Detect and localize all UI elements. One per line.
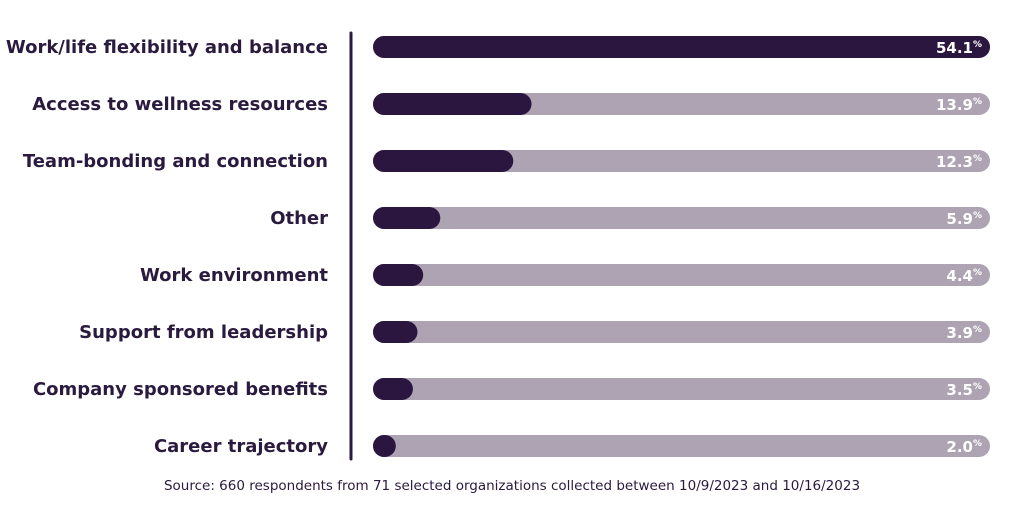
value-number: 13.9 bbox=[936, 96, 973, 114]
category-label: Other bbox=[270, 208, 328, 229]
value-label: 4.4% bbox=[946, 267, 982, 285]
category-label: Access to wellness resources bbox=[32, 94, 328, 115]
value-label: 13.9% bbox=[936, 96, 982, 114]
value-unit: % bbox=[973, 154, 982, 164]
value-label: 5.9% bbox=[946, 210, 982, 228]
value-number: 54.1 bbox=[936, 39, 973, 57]
value-unit: % bbox=[973, 268, 982, 278]
value-label: 3.9% bbox=[946, 324, 982, 342]
category-label: Company sponsored benefits bbox=[33, 379, 328, 400]
value-label: 12.3% bbox=[936, 153, 982, 171]
category-label: Team-bonding and connection bbox=[23, 151, 328, 172]
bar-track bbox=[373, 150, 990, 172]
bar bbox=[373, 93, 532, 115]
value-number: 3.9 bbox=[946, 324, 973, 342]
category-label: Work/life flexibility and balance bbox=[6, 37, 328, 58]
value-unit: % bbox=[973, 211, 982, 221]
bar-row: Support from leadership 3.9% bbox=[79, 321, 990, 343]
value-number: 5.9 bbox=[946, 210, 973, 228]
bar bbox=[373, 150, 514, 172]
bar-track bbox=[373, 207, 990, 229]
bar-row: Other 5.9% bbox=[270, 207, 990, 229]
bar bbox=[373, 207, 441, 229]
category-label: Support from leadership bbox=[79, 322, 328, 343]
value-label: 3.5% bbox=[946, 381, 982, 399]
value-label: 2.0% bbox=[946, 438, 982, 456]
bar bbox=[373, 378, 413, 400]
bar bbox=[373, 36, 990, 58]
bar-track bbox=[373, 264, 990, 286]
value-unit: % bbox=[973, 97, 982, 107]
bar-row: Work environment 4.4% bbox=[140, 264, 990, 286]
value-unit: % bbox=[973, 382, 982, 392]
bar bbox=[373, 321, 418, 343]
bar-row: Team-bonding and connection 12.3% bbox=[23, 150, 990, 172]
bar-row: Access to wellness resources 13.9% bbox=[32, 93, 990, 115]
value-unit: % bbox=[973, 40, 982, 50]
category-label: Career trajectory bbox=[154, 436, 328, 457]
bar-row: Company sponsored benefits 3.5% bbox=[33, 378, 990, 400]
bar bbox=[373, 435, 396, 457]
source-note: Source: 660 respondents from 71 selected… bbox=[163, 478, 861, 494]
value-number: 3.5 bbox=[946, 381, 973, 399]
value-number: 4.4 bbox=[946, 267, 973, 285]
bar-track bbox=[373, 435, 990, 457]
category-label: Work environment bbox=[140, 265, 328, 286]
value-label: 54.1% bbox=[936, 39, 982, 57]
bar-track bbox=[373, 321, 990, 343]
value-unit: % bbox=[973, 325, 982, 335]
value-number: 12.3 bbox=[936, 153, 973, 171]
value-number: 2.0 bbox=[946, 438, 973, 456]
bar-row: Work/life flexibility and balance 54.1% bbox=[6, 36, 990, 58]
bar-track bbox=[373, 378, 990, 400]
bar bbox=[373, 264, 424, 286]
value-unit: % bbox=[973, 439, 982, 449]
bar-row: Career trajectory 2.0% bbox=[154, 435, 990, 457]
